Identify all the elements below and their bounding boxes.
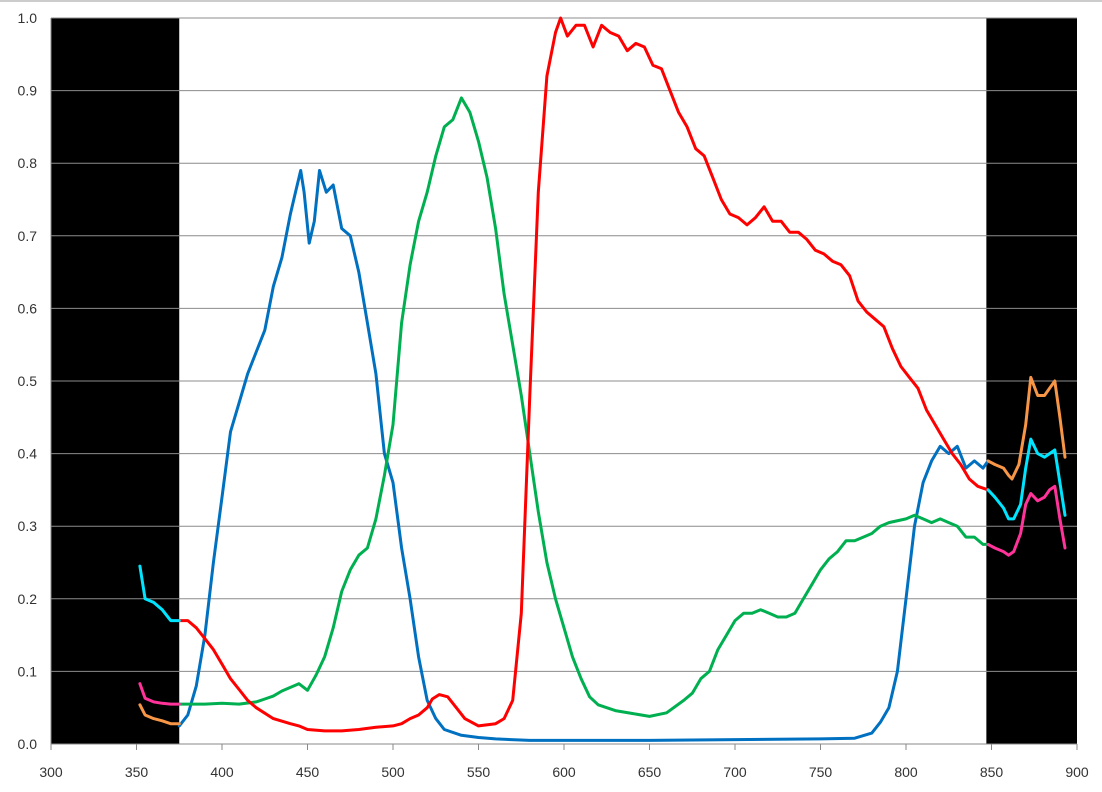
x-tick-label: 800 <box>894 764 918 780</box>
y-tick-label: 0.8 <box>18 155 38 171</box>
series-line-6 <box>986 375 1067 481</box>
y-tick-label: 0.0 <box>18 736 38 752</box>
axes <box>50 18 1078 750</box>
series-line-8 <box>986 484 1067 557</box>
y-tick-label: 0.6 <box>18 300 38 316</box>
gridlines <box>51 17 1077 672</box>
y-tick-label: 0.3 <box>18 518 38 534</box>
series-line-1 <box>177 96 990 718</box>
series-line-7 <box>986 437 1067 521</box>
y-tick-label: 0.7 <box>18 228 38 244</box>
y-tick-label: 0.4 <box>18 446 38 462</box>
x-tick-label: 450 <box>296 764 320 780</box>
series-line-5 <box>138 703 181 726</box>
x-tick-labels: 300 350 400 450 500 550 600 650 700 750 800 850 900 <box>39 764 1089 780</box>
x-tick-label: 850 <box>980 764 1004 780</box>
x-tick-label: 900 <box>1065 764 1089 780</box>
y-tick-label: 0.2 <box>18 591 38 607</box>
x-tick-label: 400 <box>210 764 234 780</box>
y-tick-label: 1.0 <box>18 10 38 26</box>
series-lines <box>138 16 1067 742</box>
x-tick-label: 700 <box>723 764 747 780</box>
series-line-4 <box>138 682 181 706</box>
x-tick-label: 650 <box>638 764 662 780</box>
x-tick-label: 500 <box>381 764 405 780</box>
y-tick-label: 0.1 <box>18 663 38 679</box>
y-tick-label: 0.9 <box>18 83 38 99</box>
series-line-3 <box>138 564 181 623</box>
x-tick-label: 550 <box>467 764 491 780</box>
x-tick-label: 750 <box>809 764 833 780</box>
series-line-2 <box>177 16 990 733</box>
x-tick-label: 350 <box>125 764 149 780</box>
x-tick-label: 600 <box>552 764 576 780</box>
y-tick-label: 0.5 <box>18 373 38 389</box>
x-tick-label: 300 <box>39 764 63 780</box>
y-tick-labels: 0.0 0.1 0.2 0.3 0.4 0.5 0.6 0.7 0.8 0.9 1.0 <box>18 10 38 752</box>
series-line-0 <box>177 169 990 742</box>
